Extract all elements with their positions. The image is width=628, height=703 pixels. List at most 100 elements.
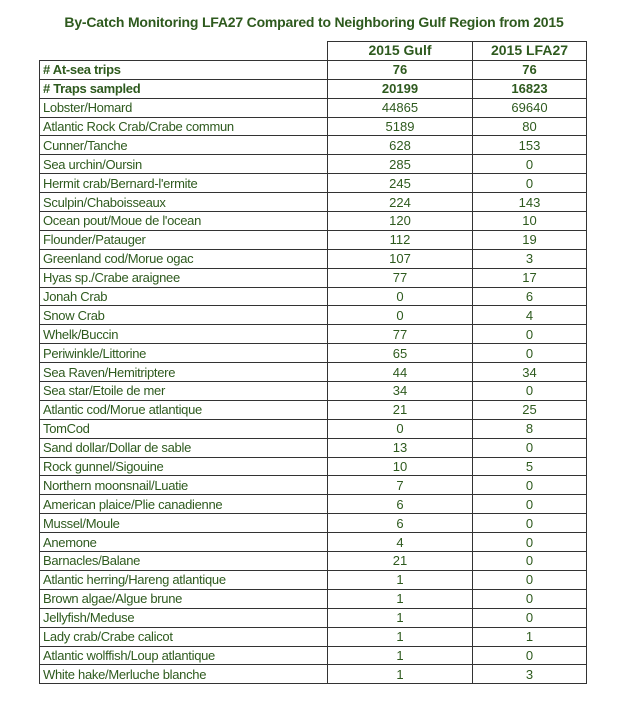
table-row: Hermit crab/Bernard-l'ermite 245 0 [39,173,587,194]
table-row: Sculpin/Chaboisseaux 224 143 [39,192,587,213]
table-row: Jonah Crab 0 6 [39,286,587,307]
species-label: American plaice/Plie canadienne [39,494,328,515]
lfa27-value: 0 [472,343,587,364]
gulf-value: 21 [327,551,473,571]
lfa27-value: 10 [472,211,587,231]
lfa27-value: 143 [472,192,587,213]
species-label: Sand dollar/Dollar de sable [39,437,328,458]
table-row: Brown algae/Algue brune 1 0 [39,588,587,609]
lfa27-value: 0 [472,437,587,458]
table-row: American plaice/Plie canadienne 6 0 [39,494,587,515]
gulf-value: 7 [327,475,473,496]
lfa27-value: 69640 [472,97,587,118]
gulf-value: 107 [327,248,473,269]
species-label: Sea Raven/Hemitriptere [39,362,328,383]
lfa27-value: 80 [472,116,587,137]
gulf-value: 224 [327,192,473,213]
table-row: Whelk/Buccin 77 0 [39,324,587,345]
table-row: Sea Raven/Hemitriptere 44 34 [39,362,587,383]
lfa27-value: 0 [472,494,587,515]
species-label: Jellyfish/Meduse [39,607,328,628]
species-label: Anemone [39,532,328,553]
lfa27-value: 153 [472,135,587,156]
table-row: Barnacles/Balane 21 0 [39,551,587,571]
lfa27-value: 4 [472,305,587,326]
gulf-value: 0 [327,418,473,439]
table-row: Anemone 4 0 [39,532,587,553]
gulf-value: 1 [327,664,473,685]
gulf-value: 1 [327,588,473,609]
gulf-value: 44865 [327,97,473,118]
lfa27-value: 0 [472,513,587,534]
gulf-value: 10 [327,456,473,477]
table-row: Atlantic wolffish/Loup atlantique 1 0 [39,645,587,666]
lfa27-value: 0 [472,532,587,553]
lfa27-value: 0 [472,569,587,590]
table-row: Ocean pout/Moue de l'ocean 120 10 [39,211,587,231]
species-label: White hake/Merluche blanche [39,664,328,685]
table-row: Atlantic Rock Crab/Crabe commun 5189 80 [39,116,587,137]
gulf-value: 77 [327,324,473,345]
gulf-value: 120 [327,211,473,231]
lfa27-value: 0 [472,173,587,194]
header-lfa27: 2015 LFA27 [472,41,587,61]
table-row: Snow Crab 0 4 [39,305,587,326]
header-gulf: 2015 Gulf [327,41,473,61]
species-label: Sea urchin/Oursin [39,154,328,175]
gulf-value: 6 [327,494,473,515]
table-row: Northern moonsnail/Luatie 7 0 [39,475,587,496]
species-label: Lobster/Homard [39,97,328,118]
gulf-value: 21 [327,399,473,420]
table-title: By-Catch Monitoring LFA27 Compared to Ne… [64,14,564,30]
species-label: Whelk/Buccin [39,324,328,345]
gulf-value: 20199 [327,78,473,99]
summary-row: # At-sea trips 76 76 [39,59,587,80]
lfa27-value: 76 [472,59,587,80]
lfa27-value: 8 [472,418,587,439]
bycatch-table: 2015 Gulf 2015 LFA27 # At-sea trips 76 76 #… [39,41,587,685]
species-label: # At-sea trips [39,59,328,80]
table-row: Sand dollar/Dollar de sable 13 0 [39,437,587,458]
species-label: Atlantic Rock Crab/Crabe commun [39,116,328,137]
gulf-value: 285 [327,154,473,175]
lfa27-value: 0 [472,607,587,628]
species-label: Periwinkle/Littorine [39,343,328,364]
lfa27-value: 0 [472,588,587,609]
lfa27-value: 5 [472,456,587,477]
gulf-value: 5189 [327,116,473,137]
table-row: Rock gunnel/Sigouine 10 5 [39,456,587,477]
header-blank [39,41,328,61]
table-row: Atlantic herring/Hareng atlantique 1 0 [39,569,587,590]
lfa27-value: 0 [472,645,587,666]
gulf-value: 6 [327,513,473,534]
species-label: Sea star/Etoile de mer [39,381,328,401]
lfa27-value: 0 [472,324,587,345]
gulf-value: 0 [327,286,473,307]
gulf-value: 34 [327,381,473,401]
table-row: White hake/Merluche blanche 1 3 [39,664,587,685]
table-row: Cunner/Tanche 628 153 [39,135,587,156]
lfa27-value: 0 [472,381,587,401]
species-label: Jonah Crab [39,286,328,307]
lfa27-value: 3 [472,664,587,685]
species-label: Flounder/Patauger [39,229,328,250]
lfa27-value: 0 [472,154,587,175]
gulf-value: 77 [327,267,473,288]
gulf-value: 44 [327,362,473,383]
species-label: Atlantic herring/Hareng atlantique [39,569,328,590]
table-row: Sea urchin/Oursin 285 0 [39,154,587,175]
species-label: Greenland cod/Morue ogac [39,248,328,269]
gulf-value: 13 [327,437,473,458]
lfa27-value: 6 [472,286,587,307]
lfa27-value: 0 [472,475,587,496]
lfa27-value: 0 [472,551,587,571]
gulf-value: 245 [327,173,473,194]
lfa27-value: 3 [472,248,587,269]
gulf-value: 1 [327,607,473,628]
gulf-value: 628 [327,135,473,156]
table-row: Flounder/Patauger 112 19 [39,229,587,250]
lfa27-value: 19 [472,229,587,250]
table-row: Lobster/Homard 44865 69640 [39,97,587,118]
species-label: Brown algae/Algue brune [39,588,328,609]
gulf-value: 76 [327,59,473,80]
